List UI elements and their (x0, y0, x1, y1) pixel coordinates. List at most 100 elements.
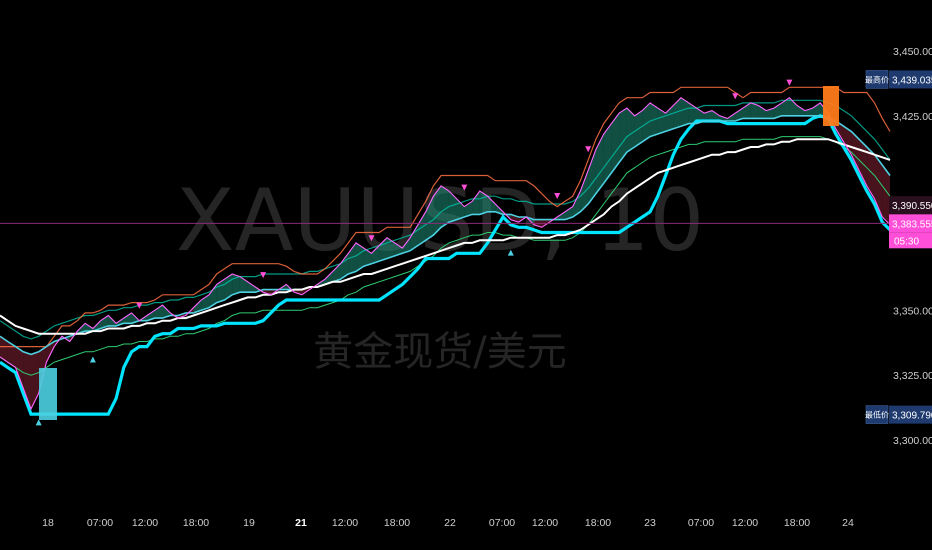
cloud-segment (394, 242, 403, 256)
cloud-segment (750, 102, 759, 119)
y-tick-label: 3,425.000 (893, 111, 932, 123)
y-tick-label: 3,450.000 (893, 46, 932, 58)
cloud-segment (100, 315, 109, 329)
buy-signal-marker (89, 356, 96, 363)
cloud-segment (866, 147, 875, 199)
cloud-segment (611, 113, 620, 173)
price-tag-value: 3,439.035 (892, 75, 932, 86)
y-tick-label: 3,350.000 (893, 305, 932, 317)
price-tag-label: 最高价 (865, 74, 889, 84)
sell-signal-marker (732, 93, 739, 100)
x-tick-label: 18 (42, 517, 54, 529)
sell-signal-marker (368, 235, 375, 242)
cloud-segment (402, 237, 411, 254)
cloud-segment (7, 341, 16, 368)
support-line (0, 114, 892, 416)
cloud-segment (23, 351, 31, 409)
cloud-segment (758, 105, 767, 119)
cloud-segment (325, 271, 333, 285)
buy-signal-marker (35, 419, 42, 426)
price-tag-value: 3,309.790 (892, 411, 932, 422)
price-tag-box (889, 70, 932, 89)
cloud-segment (642, 102, 651, 142)
cloud-segment (565, 206, 573, 220)
x-tick-label: 24 (842, 517, 854, 529)
cloud-segment (681, 97, 689, 127)
cloud-segment (603, 123, 612, 184)
cloud-segment (247, 281, 256, 293)
cloud-segment (874, 154, 883, 217)
cloud-segment (766, 108, 774, 119)
x-tick-label: 12:00 (532, 517, 558, 529)
cloud-segment (123, 312, 132, 324)
x-tick-label: 07:00 (489, 517, 515, 529)
cloud-segment (835, 121, 844, 142)
resistance-line (0, 86, 891, 348)
cloud-segment (580, 170, 589, 212)
cloud-segment (626, 108, 635, 153)
price-tag-label-box (865, 405, 889, 424)
cloud-segment (704, 110, 712, 121)
x-tick-label: 18:00 (585, 517, 611, 529)
price-tag-label: 最低价 (865, 410, 889, 420)
cloud-segment (425, 196, 434, 241)
x-tick-label: 12:00 (332, 517, 358, 529)
cloud-segment (46, 341, 55, 363)
price-tag-label-box (865, 70, 889, 89)
x-tick-label: 23 (644, 517, 656, 529)
cloud-segment (201, 294, 209, 311)
cloud-segment (588, 149, 596, 204)
sell-signal-marker (554, 192, 561, 199)
sell-signal-marker (585, 146, 592, 153)
cloud-segment (216, 279, 225, 303)
buy-signal-marker (507, 249, 514, 256)
plot-area[interactable] (0, 79, 892, 426)
cloud-segment (294, 289, 302, 295)
x-axis[interactable]: 18 07:00 12:00 18:00 19 21 12:00 18:00 22 07:00 12… (42, 517, 854, 529)
cloud-segment (464, 201, 473, 217)
cloud-segment (843, 126, 852, 155)
price-tag: 3,383.555 05:30 (889, 214, 932, 249)
y-axis[interactable]: 3,450.000 3,425.000 3,350.000 3,325.000 3,30… (893, 46, 932, 447)
x-tick-label: 07:00 (688, 517, 714, 529)
cloud-segment (417, 211, 426, 246)
sell-signal-marker (786, 79, 793, 86)
cloud-segment (448, 191, 457, 223)
cloud-segment (882, 165, 890, 225)
cloud-segment (15, 346, 24, 389)
cloud-segment (812, 102, 821, 116)
price-line (0, 96, 891, 411)
mid-ma-line (0, 115, 891, 356)
x-tick-label: 18:00 (384, 517, 410, 529)
x-tick-label: 18:00 (183, 517, 209, 529)
upper-band-line (0, 99, 891, 340)
price-tag-value: 3,390.550 (892, 201, 932, 212)
x-tick-label: 12:00 (732, 517, 758, 529)
cloud-segment (456, 198, 465, 220)
x-tick-label: 22 (444, 517, 456, 529)
x-tick-label: 21 (295, 517, 307, 529)
cloud-segment (503, 211, 511, 220)
cloud-segment (209, 284, 217, 308)
price-tag-box (889, 214, 932, 233)
cloud-segment (0, 336, 8, 363)
cloud-segment (348, 242, 356, 274)
cloud-segment (193, 300, 202, 313)
cloud-segment (712, 110, 720, 121)
cloud-segment (371, 245, 380, 264)
cloud-segment (162, 305, 171, 319)
cloud-segment (263, 289, 271, 295)
cloud-segment (387, 237, 395, 259)
cloud-segment (735, 108, 743, 121)
price-tag-sub-box (889, 232, 932, 249)
cloud-segment (232, 274, 240, 295)
cloud-segment (673, 97, 681, 129)
cloud-segment (851, 131, 859, 171)
cloud-segment (595, 134, 604, 194)
price-tag: 3,390.550 (889, 196, 932, 215)
cloud-segment (31, 351, 39, 409)
cloud-segment (743, 102, 751, 119)
cloud-segment (510, 214, 519, 223)
